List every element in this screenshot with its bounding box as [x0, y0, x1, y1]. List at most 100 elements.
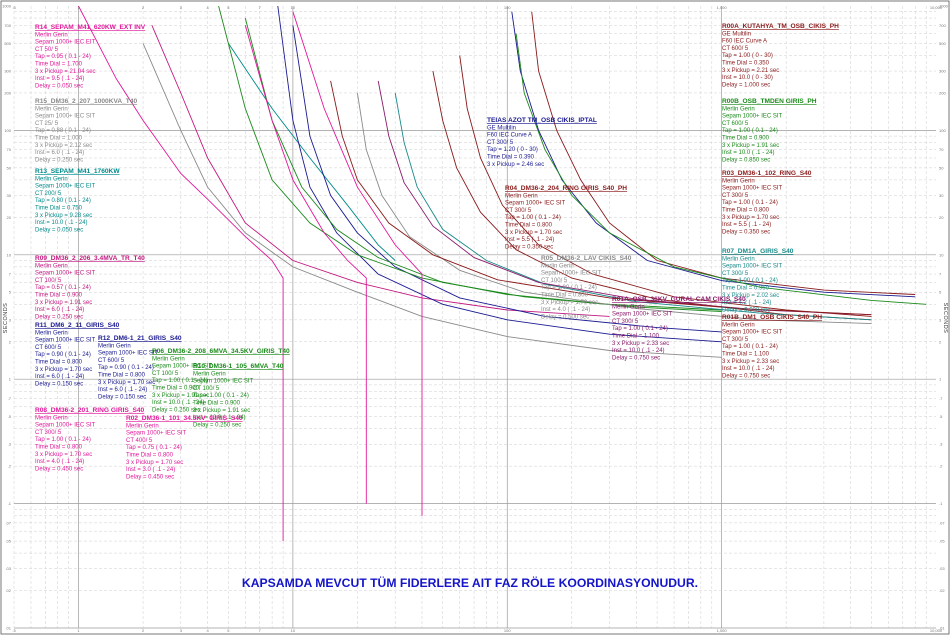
y-tick-label-left: 20 — [7, 215, 12, 220]
y-tick-label-right: 50 — [939, 165, 944, 170]
series-setting: Tap = 1.00 ( 0.1 - 24) — [35, 437, 91, 443]
series-setting: Sepam 1000+ IEC SIT — [722, 330, 783, 336]
series-setting: Sepam 1000+ IEC SIT — [152, 364, 213, 370]
series-setting: GE Multilin — [487, 125, 516, 131]
y-tick-label-left: 3 — [9, 317, 12, 322]
y-tick-label-right: .2 — [939, 464, 943, 469]
ticks: 1000 1000 700 700 500 500 300 300 200 200 100 100 70… — [2, 4, 949, 634]
series-setting: Tap = 0.88 ( 0.1 - 24) — [35, 128, 91, 134]
series-setting: Inst = 10.0 ( .1 - 24) — [722, 366, 775, 372]
series-setting: Time Dial = 0.900 — [152, 386, 200, 392]
series-setting: Inst = 6.0 ( .1 - 24) — [35, 150, 84, 156]
series-name: R04_DM36-2_204_RING GIRIS_S40_PH — [505, 185, 627, 192]
series-setting: Tap = 1.00 ( 0.1 - 24) — [722, 200, 778, 206]
series-setting: Sepam 1000+ IEC SIT — [35, 338, 96, 344]
series-setting: Merlin Gerin — [722, 106, 755, 112]
x-tick-label-bottom: .5 — [12, 628, 16, 633]
x-tick-label-bottom: 4 — [206, 628, 209, 633]
series-setting: GE Multilin — [722, 31, 751, 37]
series-setting: Time Dial = 0.800 — [505, 223, 553, 229]
series-setting: Tap = 1.00 ( 0.1 - 24) — [612, 326, 668, 332]
series-setting: Inst = 10.0 ( .1 - 24) — [722, 150, 775, 156]
x-tick-label-bottom: 1 — [77, 628, 80, 633]
series-setting: Time Dial = 0.800 — [35, 445, 83, 451]
series-setting: Inst = 4.2 ( .1 - 24) — [722, 300, 771, 306]
x-tick-label-bottom: 10,000 — [930, 628, 943, 633]
series-setting: Time Dial = 1.100 — [612, 334, 660, 340]
y-tick-label-right: .5 — [939, 414, 943, 419]
series-setting: 3 x Pickup = 1.70 sec — [126, 460, 183, 466]
series-name: R06_DM36-2_208_6MVA_34.5KV_GIRIS_T40 — [152, 348, 290, 355]
y-tick-label-left: 500 — [4, 41, 11, 46]
series-setting: Tap = 1.20 ( 0 - 30) — [487, 147, 538, 153]
y-tick-label-left: .02 — [5, 588, 11, 593]
y-tick-label-left: 2 — [9, 339, 12, 344]
series-name: R09_DM36_2_206_3.4MVA_TR_T40 — [35, 255, 145, 262]
series-setting: Tap = 1.00 ( 0.1 - 24) — [152, 378, 208, 384]
series-setting: Delay = 0.350 sec — [505, 244, 553, 250]
series-name: R10_DM36-1_105_6MVA_T40 — [193, 363, 284, 370]
series-setting: 3 x Pickup = 2.46 sec — [487, 162, 544, 168]
series-setting: Time Dial = 0.750 — [35, 206, 83, 212]
series-setting: Time Dial = 1.100 — [722, 352, 770, 358]
series-setting: Tap = 1.00 ( 0.1 - 24) — [722, 128, 778, 134]
series-name: R00B_OSB_TMDEN GIRIS_PH — [722, 98, 817, 105]
series-setting: CT 200/ 5 — [35, 191, 62, 197]
series-setting: CT 100/ 5 — [35, 278, 62, 284]
y-tick-label-right: 10 — [939, 252, 944, 257]
series-setting: Tap = 1.00 ( 0.1 - 24) — [541, 285, 597, 291]
series-setting: Inst = 4.0 ( .1 - 24) — [35, 459, 84, 465]
x-tick-label-top: 1,000 — [717, 5, 728, 10]
series-setting: Delay = 0.150 sec — [35, 381, 83, 387]
x-tick-label-top: 10 — [291, 5, 296, 10]
x-tick-label-top: 10,000 — [930, 5, 943, 10]
x-tick-label-bottom: 100 — [504, 628, 511, 633]
x-tick-label-top: 4 — [206, 5, 209, 10]
x-tick-label-top: 5 — [227, 5, 230, 10]
curve-19 — [330, 80, 872, 316]
y-tick-label-right: .7 — [939, 396, 943, 401]
series-setting: Time Dial = 0.800 — [541, 293, 589, 299]
y-tick-label-left: 1 — [9, 377, 12, 382]
y-tick-label-right: 100 — [939, 128, 946, 133]
series-setting: Delay = 0.050 sec — [35, 227, 83, 233]
y-tick-label-left: 1000 — [2, 4, 12, 9]
series-setting: CT 600/ 5 — [98, 358, 125, 364]
series-setting: 3 x Pickup = 1.70 sec — [722, 215, 779, 221]
x-tick-label-top: 3 — [180, 5, 183, 10]
series-setting: Merlin Gerin — [505, 193, 538, 199]
series-setting: Time Dial = 0.900 — [35, 293, 83, 299]
series-setting: CT 600/ 5 — [722, 121, 749, 127]
series-setting: CT 300/ 5 — [612, 319, 639, 325]
series-setting: Delay = 0.050 sec — [35, 83, 83, 89]
series-setting: Merlin Gerin — [35, 330, 68, 336]
y-tick-label-left: .5 — [8, 414, 12, 419]
y-tick-label-right: 1 — [939, 377, 942, 382]
series-setting: Delay = 0.850 sec — [722, 157, 770, 163]
series-setting: CT 100/ 5 — [152, 371, 179, 377]
y-tick-label-left: .05 — [5, 539, 11, 544]
curve-12 — [511, 11, 916, 298]
series-setting: CT 100/ 5 — [541, 278, 568, 284]
y-tick-label-right: .02 — [939, 588, 945, 593]
series-name: R08_DM36-2_201_RING GIRIS_S40 — [35, 407, 145, 414]
y-tick-label-left: .2 — [8, 464, 12, 469]
series-setting: CT 300/ 5 — [505, 208, 532, 214]
y-tick-label-left: .3 — [8, 442, 12, 447]
series-setting: CT 100/ 5 — [193, 386, 220, 392]
series-setting: Merlin Gerin — [35, 106, 68, 112]
curve-16 — [394, 92, 872, 321]
y-tick-label-left: .1 — [8, 501, 12, 506]
y-tick-label-right: 300 — [939, 69, 946, 74]
y-tick-label-left: 70 — [7, 147, 12, 152]
series-setting: 3 x Pickup = 2.12 sec — [35, 143, 92, 149]
series-setting: Inst = 6.0 ( .1 - 24) — [35, 374, 84, 380]
series-setting: Sepam 1000+ IEC SIT — [35, 271, 96, 277]
series-setting: Merlin Gerin — [35, 176, 68, 182]
x-tick-label-top: 7 — [259, 5, 262, 10]
series-setting: Merlin Gerin — [612, 304, 645, 310]
